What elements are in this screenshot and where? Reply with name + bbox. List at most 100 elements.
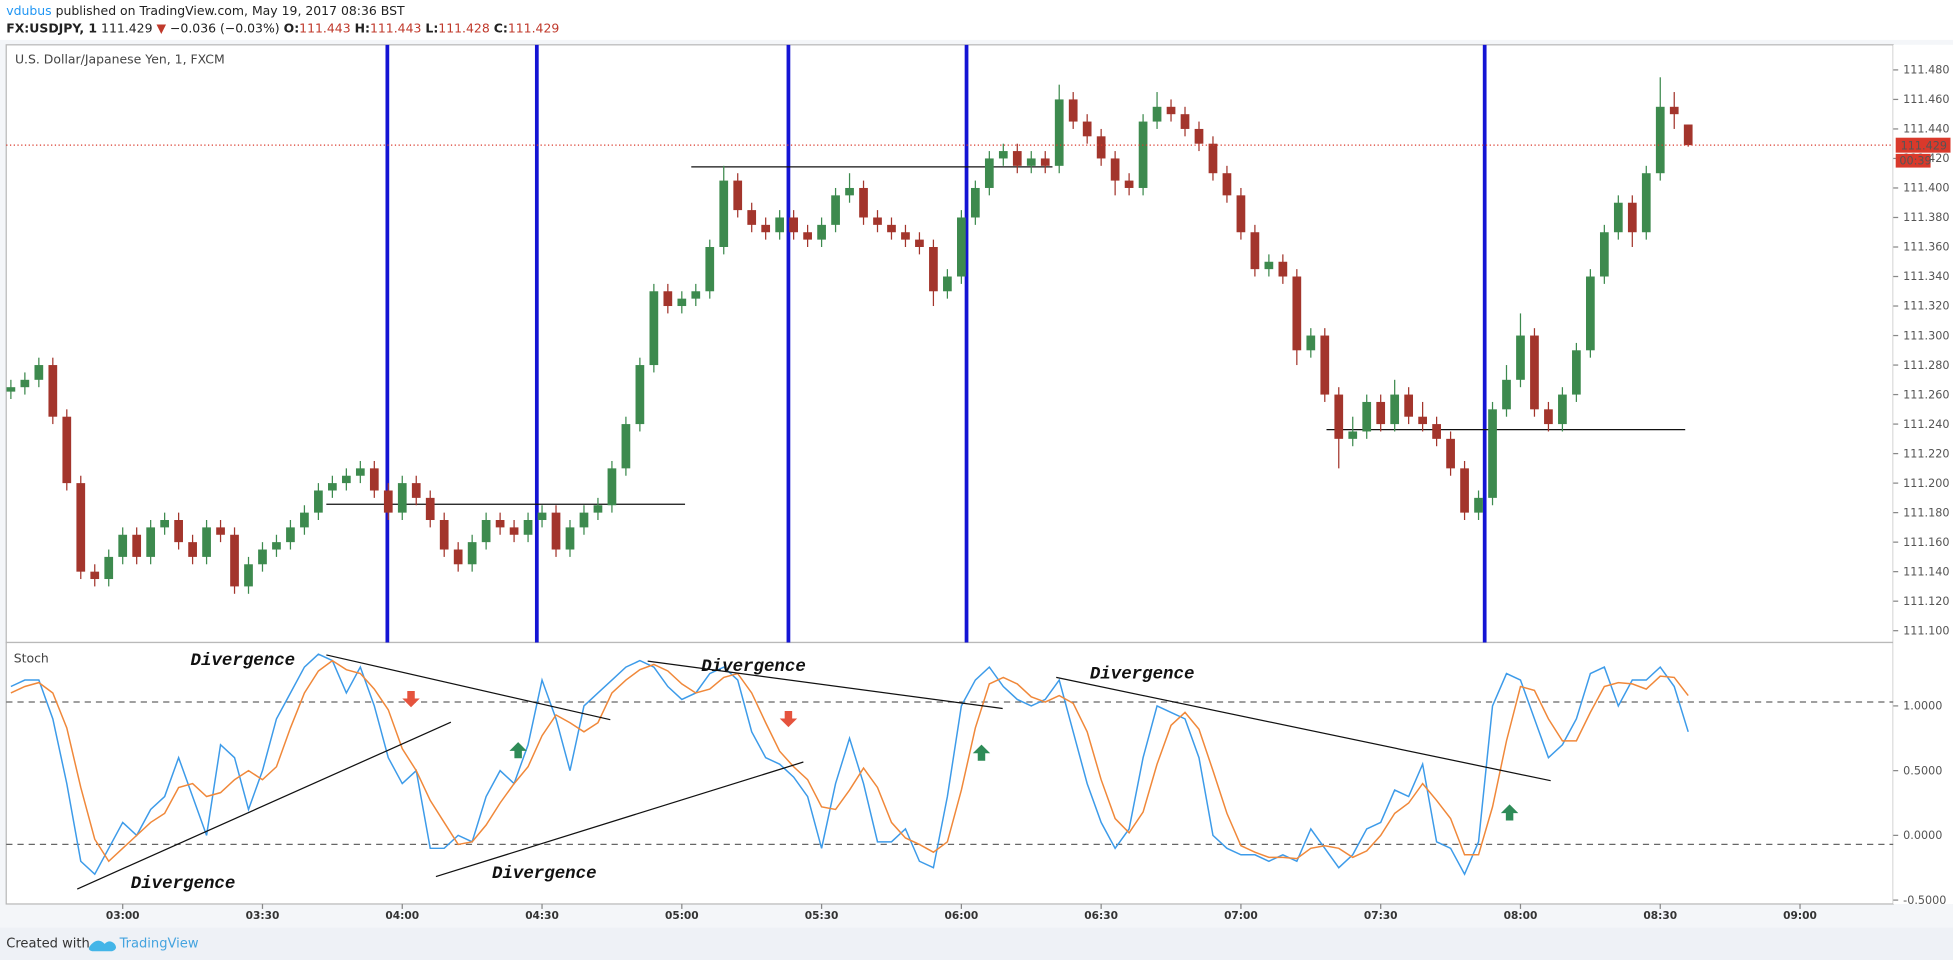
y-tick-label: 111.300 (1903, 329, 1949, 342)
y-tick-label: 111.160 (1903, 536, 1949, 549)
y-tick-label: 111.460 (1903, 93, 1949, 106)
symbol: FX:USDJPY, 1 (6, 20, 97, 35)
x-tick-label: 03:00 (106, 910, 140, 922)
last: 111.429 (101, 20, 153, 35)
candle-body (397, 483, 407, 513)
candle-body (551, 512, 561, 550)
candle-body (859, 187, 868, 218)
candle-body (1446, 438, 1455, 469)
candle-body (1012, 151, 1022, 166)
last-price-box (1895, 137, 1951, 153)
down-arrow: ▼ (156, 20, 166, 35)
chart-title: U.S. Dollar/Japanese Yen, 1, FXCM (15, 52, 225, 67)
author[interactable]: vdubus (6, 3, 51, 18)
y-tick-label: 111.320 (1903, 300, 1949, 313)
x-tick-label: 07:30 (1364, 910, 1398, 922)
candle-body (1236, 195, 1246, 233)
candle-body (1152, 106, 1162, 122)
candle-body (747, 210, 757, 225)
candle-body (6, 387, 16, 392)
candle-body (1530, 335, 1539, 410)
candle-body (761, 224, 771, 233)
candle-body (789, 217, 798, 233)
candle-body (425, 497, 435, 521)
candle-body (1124, 180, 1134, 188)
h-key: H: (355, 20, 370, 35)
footer-created: Created with (6, 937, 90, 952)
candle-body (1613, 202, 1623, 233)
candle-body (915, 239, 924, 247)
candle-body (1627, 202, 1637, 233)
candle-body (635, 365, 645, 425)
candle-body (1641, 173, 1651, 233)
price-pane (5, 44, 1894, 644)
header-line-1: vdubus published on TradingView.com, May… (6, 3, 405, 18)
candle-body (803, 232, 812, 240)
candle-body (1572, 350, 1581, 395)
candle-body (272, 542, 281, 550)
candle-body (901, 232, 910, 240)
candle-body (1208, 143, 1218, 174)
candle-body (104, 556, 114, 580)
candle-body (76, 483, 86, 572)
x-tick-label: 04:30 (525, 910, 559, 922)
candle-body (929, 246, 938, 292)
y-tick-label: 111.360 (1903, 241, 1949, 254)
candle-body (1558, 394, 1567, 425)
candle-body (481, 520, 491, 543)
annotation: Divergence (191, 651, 296, 671)
candle-body (1306, 335, 1316, 351)
candle-body (817, 224, 826, 240)
countdown-box (1895, 153, 1931, 168)
candle-body (1390, 394, 1400, 425)
x-tick-label: 06:30 (1084, 910, 1118, 922)
candle-body (1278, 261, 1288, 277)
candle-body (775, 217, 785, 233)
up-arrow (972, 744, 991, 761)
trend-drawing (435, 761, 804, 878)
candle-body (1488, 409, 1497, 498)
candle-body (118, 534, 128, 557)
candle-body (607, 468, 617, 506)
candle-body (132, 534, 142, 557)
candle-body (1376, 401, 1386, 425)
x-tick-label: 03:30 (246, 910, 280, 922)
candle-body (1096, 136, 1106, 159)
candle-body (509, 527, 519, 535)
footer-brand[interactable]: TradingView (119, 937, 199, 952)
candle-body (1110, 158, 1120, 181)
candle-body (1026, 158, 1036, 166)
candle-body (411, 483, 421, 498)
candle-body (1040, 158, 1050, 166)
header-bar (0, 0, 1953, 40)
candle-body (1432, 424, 1441, 439)
candle-body (202, 527, 211, 557)
y-tick-label: 111.340 (1903, 270, 1949, 283)
candle-body (188, 542, 197, 557)
candle-body (48, 365, 58, 417)
annotation: Divergence (131, 874, 236, 894)
candle-body (649, 291, 659, 366)
candle-body (383, 490, 393, 513)
change: −0.036 (−0.03%) (170, 20, 280, 35)
candle-body (733, 180, 743, 211)
candle-body (943, 276, 952, 292)
y-tick-label: 111.140 (1903, 565, 1949, 578)
y-tick-label: 111.380 (1903, 211, 1949, 224)
candle-body (887, 224, 896, 233)
candle-body (1683, 124, 1693, 146)
candle-body (1054, 99, 1064, 166)
trend-drawing (1056, 676, 1551, 782)
y-tick-label: 111.100 (1903, 624, 1949, 637)
candle-body (1474, 497, 1483, 513)
candle-body (1669, 106, 1679, 115)
y-tick-label: 111.220 (1903, 447, 1949, 460)
x-tick-label: 08:30 (1643, 910, 1677, 922)
last-price-label: 111.429 (1901, 140, 1947, 153)
candle-body (1180, 114, 1190, 129)
candle-body (1516, 335, 1525, 380)
candle-body (230, 534, 239, 587)
y-tick-label: 0.5000 (1903, 764, 1942, 777)
